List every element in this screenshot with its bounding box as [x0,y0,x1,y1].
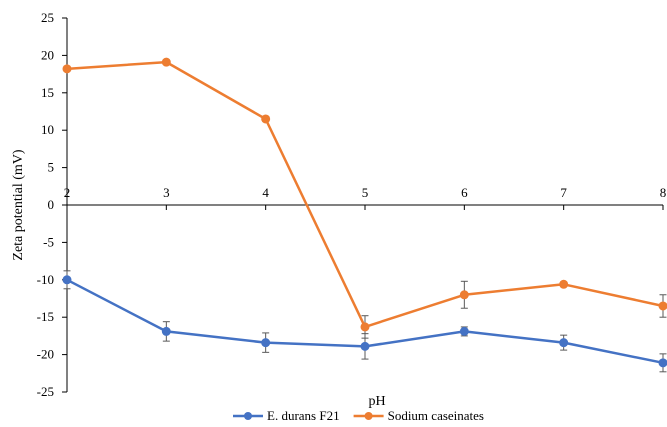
x-tick-label: 6 [461,185,468,200]
data-point [360,322,370,332]
data-point [360,341,370,351]
series-1 [62,270,667,373]
y-ticks: 25 20 15 10 5 0 -5 -10 -15 -20 -25 [37,10,67,399]
y-tick-label: 0 [48,197,55,212]
legend-item: Sodium caseinates [353,408,484,423]
x-tick-label: 7 [560,185,567,200]
y-tick-label: -20 [37,347,54,362]
x-tick-label: 5 [362,185,369,200]
legend-item: E. durans F21 [233,408,340,423]
data-point [459,326,469,336]
x-axis-title: pH [368,394,385,409]
data-point [161,326,171,336]
data-point [161,57,171,67]
y-tick-label: 25 [41,10,54,25]
y-tick-label: -5 [43,234,54,249]
x-tick-label: 4 [262,185,269,200]
x-tick-label: 8 [660,185,667,200]
legend-swatch-marker [364,412,373,420]
x-ticks: 2 3 4 5 6 7 8 [64,185,667,210]
series-group [62,57,667,373]
legend-label: Sodium caseinates [388,408,484,423]
y-tick-label: -10 [37,272,54,287]
data-point [261,338,271,348]
data-point [559,279,569,289]
data-point [62,64,72,74]
data-point [559,338,569,348]
series-2 [62,57,667,339]
y-tick-label: 20 [41,47,54,62]
legend-label: E. durans F21 [267,408,340,423]
y-tick-label: -25 [37,384,54,399]
y-axis-title: Zeta potential (mV) [11,149,26,261]
data-point [658,358,667,368]
legend-swatch-marker [244,412,252,420]
y-tick-label: 5 [48,160,55,175]
x-tick-label: 3 [163,185,170,200]
y-tick-label: 15 [41,85,54,100]
data-point [62,275,72,285]
data-point [459,290,469,300]
x-tick-label: 2 [64,185,71,200]
data-point [658,301,667,311]
data-point [261,114,271,124]
legend: E. durans F21 Sodium caseinates [233,408,484,423]
y-tick-label: -15 [37,309,54,324]
y-tick-label: 10 [41,122,54,137]
